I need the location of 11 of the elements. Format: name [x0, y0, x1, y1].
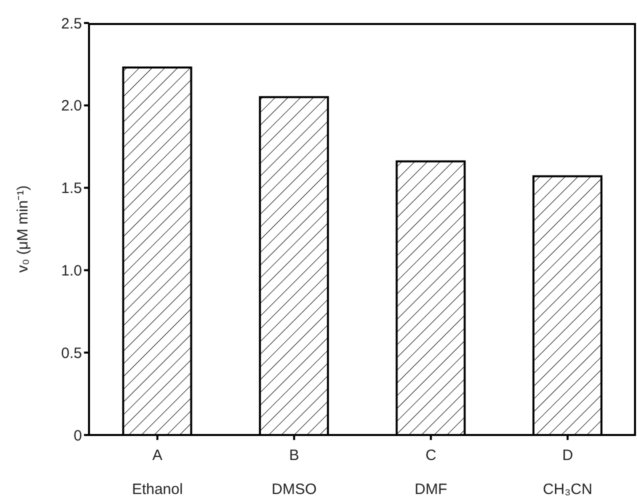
x-tick-label: D CH₃CN	[542, 447, 592, 498]
y-tick-label: 0.5	[61, 344, 82, 362]
x-tick-label: C DMF	[414, 447, 448, 498]
x-tick-label: A Ethanol	[132, 447, 183, 498]
y-axis-title: v₀ (μM min⁻¹)	[14, 185, 32, 273]
y-tick-label: 0	[74, 427, 82, 444]
y-tick-label: 1.5	[61, 180, 82, 198]
y-tick-label: 2.5	[61, 15, 82, 32]
y-tick-label: 2.0	[61, 98, 82, 115]
y-tick-label: 1.0	[61, 262, 82, 280]
x-tick-label: B DMSO	[272, 447, 317, 498]
